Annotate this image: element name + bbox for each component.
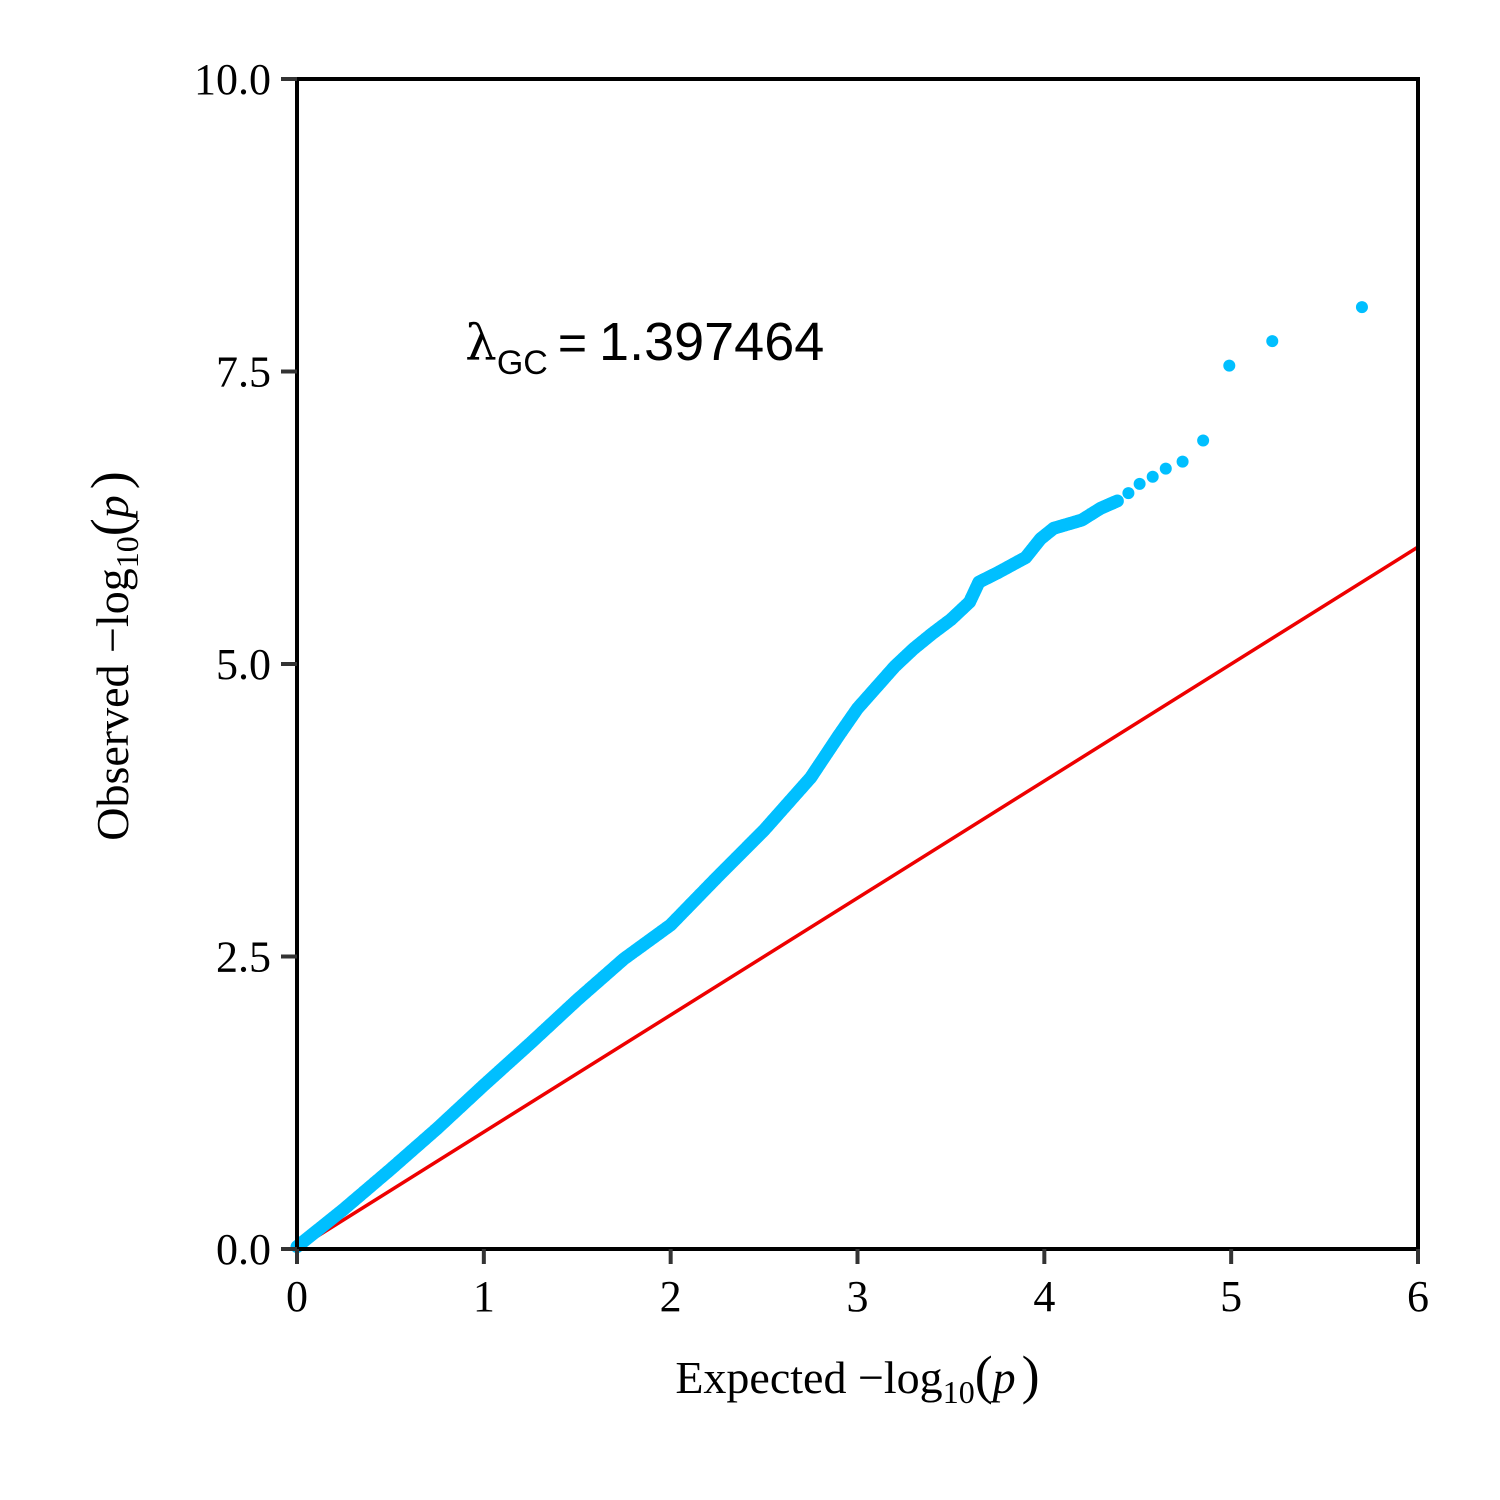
- x-tick-label: 4: [1033, 1272, 1055, 1321]
- x-tick-label: 1: [473, 1272, 495, 1321]
- observed-point: [1133, 477, 1146, 490]
- lambda-symbol: λ: [465, 314, 497, 372]
- y-tick-label: 10.0: [194, 55, 271, 104]
- x-tick-label: 2: [660, 1272, 682, 1321]
- y-axis-label: Observed −log10(p): [80, 471, 145, 840]
- x-axis-label-var: p: [990, 1352, 1016, 1403]
- x-axis-label-sub: 10: [943, 1374, 975, 1410]
- lambda-equals: =: [558, 315, 587, 371]
- observed-point: [1266, 335, 1279, 348]
- expected-reference-line: [296, 545, 1419, 1251]
- plot-frame: [295, 77, 1420, 1251]
- plot-layer: [290, 301, 1419, 1254]
- axis-ticks: 0 1 2 3 4 5 6 0.0 2.5 5.0 7.5 10.0: [194, 55, 1429, 1321]
- y-axis-label-text: Observed −log: [87, 568, 138, 841]
- observed-point: [1122, 487, 1135, 500]
- x-axis-label: Expected −log10(p): [675, 1345, 1039, 1410]
- observed-point: [1176, 455, 1189, 468]
- y-axis-label-open: (: [80, 518, 140, 536]
- x-axis-label-open: (: [975, 1345, 993, 1405]
- x-tick-label: 0: [286, 1272, 308, 1321]
- observed-point: [1110, 494, 1124, 508]
- observed-point: [1146, 470, 1159, 483]
- y-tick-label: 5.0: [216, 640, 271, 689]
- lambda-subscript: GC: [497, 344, 548, 382]
- x-axis-label-text: Expected −log: [675, 1352, 942, 1403]
- x-tick-label: 5: [1220, 1272, 1242, 1321]
- y-tick-label: 2.5: [216, 933, 271, 982]
- lambda-gc-annotation: λGC = 1.397464: [465, 312, 824, 382]
- lambda-value: 1.397464: [599, 312, 824, 372]
- y-tick-label: 0.0: [216, 1225, 271, 1274]
- x-tick-label: 3: [847, 1272, 869, 1321]
- y-axis-label-var: p: [87, 495, 138, 521]
- observed-point: [1159, 462, 1172, 475]
- observed-point: [1197, 434, 1210, 447]
- y-axis-label-sub: 10: [109, 536, 145, 568]
- x-axis-label-close: ): [1022, 1345, 1040, 1405]
- observed-point: [1223, 359, 1236, 372]
- y-axis-label-close: ): [80, 471, 140, 489]
- y-tick-label: 7.5: [216, 348, 271, 397]
- x-tick-label: 6: [1407, 1272, 1429, 1321]
- observed-points: [290, 301, 1368, 1254]
- observed-point: [1355, 301, 1368, 314]
